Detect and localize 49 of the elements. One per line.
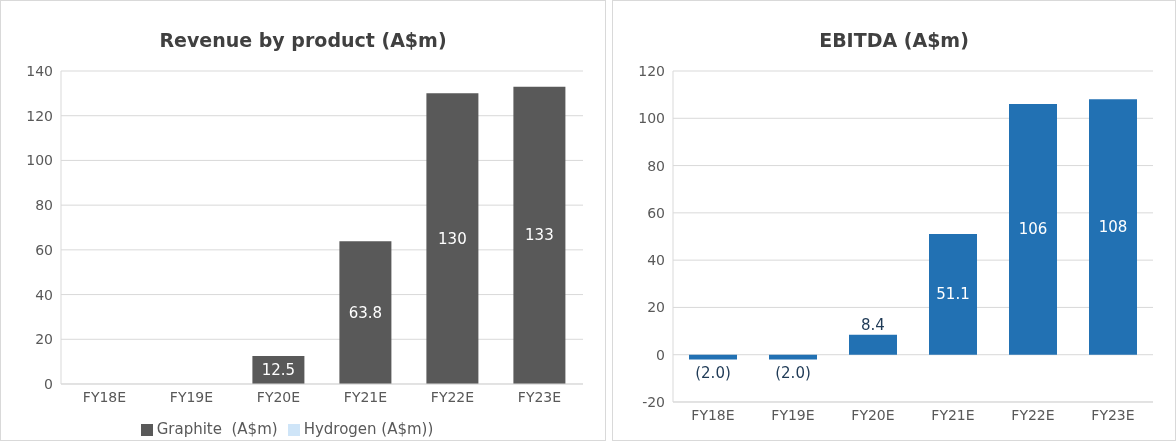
y-tick-label: -20 [642,393,665,410]
y-tick-label: 80 [647,157,665,174]
y-tick-label: 100 [638,110,665,127]
x-tick-label: FY18E [691,406,735,423]
data-label: 8.4 [861,315,885,334]
y-tick-label: 40 [647,252,665,269]
y-tick-label: 40 [35,286,53,303]
y-tick-label: 140 [26,62,53,79]
bar [426,93,479,384]
y-tick-label: 60 [647,204,665,221]
y-tick-label: 80 [35,197,53,214]
x-tick-label: FY19E [169,388,214,405]
data-label: 133 [525,226,554,245]
x-tick-label: FY22E [1011,406,1055,423]
data-label: 130 [438,229,467,248]
data-label: 12.5 [261,361,296,380]
y-tick-label: 0 [44,375,53,392]
chart-title: Revenue by product (A$m) [158,28,448,53]
data-label: 63.8 [348,303,383,322]
data-label: (2.0) [775,364,811,383]
y-tick-label: 100 [26,152,53,169]
data-label: 106 [1018,220,1048,239]
x-tick-label: FY22E [430,388,475,405]
data-label: 51.1 [936,285,970,304]
x-tick-label: FY21E [343,388,388,405]
x-tick-label: FY21E [931,406,975,423]
x-tick-label: FY18E [82,388,127,405]
chart-title: EBITDA (A$m) [818,28,970,53]
y-tick-label: 120 [638,62,665,79]
y-tick-label: 20 [35,331,53,348]
data-label: (2.0) [695,364,731,383]
bar [339,241,392,384]
data-label: 108 [1098,218,1128,237]
y-tick-label: 0 [656,346,665,363]
y-tick-label: 60 [35,241,53,258]
x-tick-label: FY23E [1091,406,1135,423]
legend-label: Graphite (A$m) [156,420,278,438]
x-tick-label: FY20E [851,406,895,423]
x-tick-label: FY23E [517,388,562,405]
bar [849,334,897,355]
x-tick-label: FY19E [771,406,815,423]
bar [929,233,977,355]
bar [513,86,566,384]
y-tick-label: 20 [647,299,665,316]
bar [1089,99,1137,355]
bar [1009,104,1057,355]
x-tick-label: FY20E [256,388,301,405]
y-tick-label: 120 [26,107,53,124]
legend-label: Hydrogen (A$m)) [303,420,434,438]
